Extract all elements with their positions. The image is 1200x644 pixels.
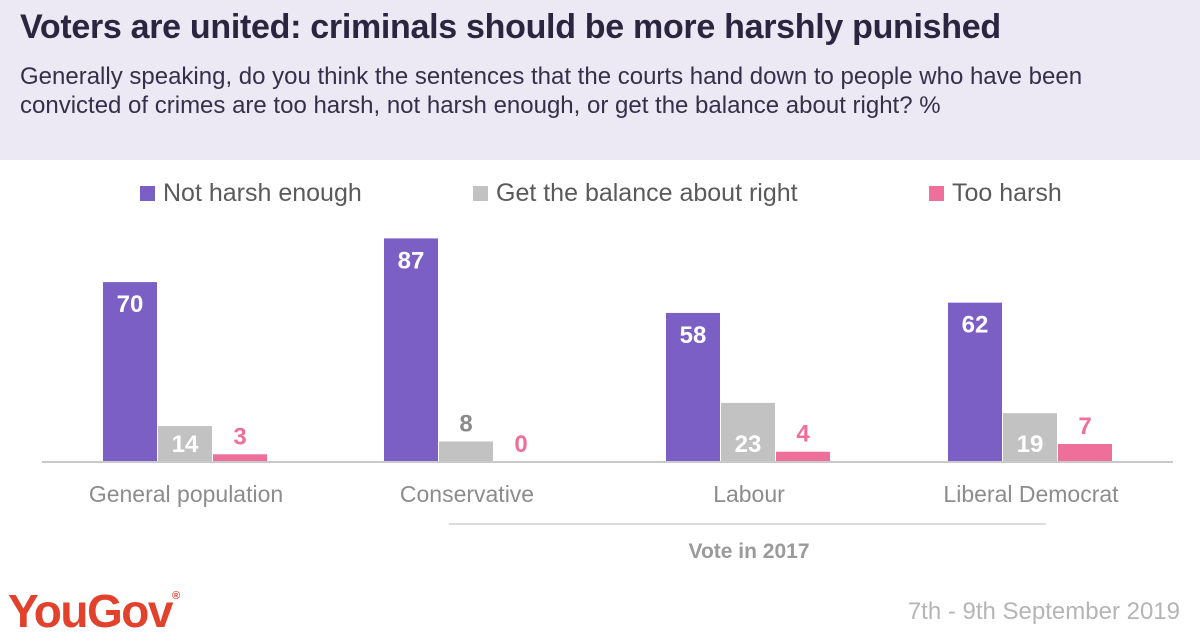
data-label-general-population-get-the-balance-about-right: 14 [172, 431, 199, 458]
chart-subtitle: Generally speaking, do you think the sen… [20, 63, 1083, 119]
data-label-conservative-not-harsh-enough: 87 [398, 247, 425, 274]
yougov-logo: YouGov® [8, 584, 180, 638]
chart-title: Voters are united: criminals should be m… [20, 8, 1001, 46]
bar-general-population-get-the-balance-about-right [158, 426, 212, 462]
category-label-labour: Labour [713, 481, 785, 507]
group-label: Vote in 2017 [689, 540, 810, 563]
data-label-conservative-too-harsh: 0 [514, 431, 527, 458]
legend-item-not-harsh-enough: Not harsh enough [140, 176, 362, 210]
category-label-liberal-democrat: Liberal Democrat [943, 481, 1119, 507]
header-band: Voters are united: criminals should be m… [0, 0, 1200, 160]
bar-labour-too-harsh [776, 451, 830, 462]
category-label-conservative: Conservative [400, 481, 534, 507]
data-label-labour-not-harsh-enough: 58 [680, 322, 707, 349]
registered-mark: ® [171, 590, 181, 602]
category-label-general-population: General population [89, 481, 283, 507]
data-label-liberal-democrat-get-the-balance-about-right: 19 [1017, 431, 1044, 458]
legend-swatch-balance-right [473, 185, 488, 201]
data-label-general-population-not-harsh-enough: 70 [117, 291, 144, 318]
bar-liberal-democrat-not-harsh-enough [948, 302, 1002, 462]
bar-labour-get-the-balance-about-right [721, 402, 775, 462]
bar-labour-not-harsh-enough [666, 312, 720, 462]
bar-conservative-not-harsh-enough [384, 238, 438, 462]
data-label-liberal-democrat-too-harsh: 7 [1078, 413, 1091, 440]
bar-general-population-too-harsh [213, 454, 267, 462]
data-label-labour-get-the-balance-about-right: 23 [735, 431, 762, 458]
data-label-liberal-democrat-not-harsh-enough: 62 [962, 312, 989, 339]
legend-label-not-harsh-enough: Not harsh enough [163, 178, 362, 207]
chart-legend: Not harsh enough Get the balance about r… [0, 176, 1200, 210]
legend-swatch-too-harsh [929, 185, 944, 201]
yougov-logo-text: YouGov [8, 585, 173, 637]
fieldwork-date: 7th - 9th September 2019 [907, 598, 1180, 625]
bar-conservative-get-the-balance-about-right [439, 441, 493, 462]
legend-item-balance-right: Get the balance about right [473, 176, 798, 210]
data-label-labour-too-harsh: 4 [796, 421, 810, 448]
legend-item-too-harsh: Too harsh [929, 176, 1062, 210]
data-label-conservative-get-the-balance-about-right: 8 [459, 410, 472, 437]
legend-label-balance-right: Get the balance about right [496, 178, 798, 207]
bar-liberal-democrat-too-harsh [1058, 444, 1112, 462]
legend-label-too-harsh: Too harsh [952, 178, 1062, 207]
legend-swatch-not-harsh-enough [140, 185, 155, 201]
data-label-general-population-too-harsh: 3 [233, 423, 246, 450]
bar-liberal-democrat-get-the-balance-about-right [1003, 413, 1057, 462]
bar-general-population-not-harsh-enough [103, 282, 157, 462]
